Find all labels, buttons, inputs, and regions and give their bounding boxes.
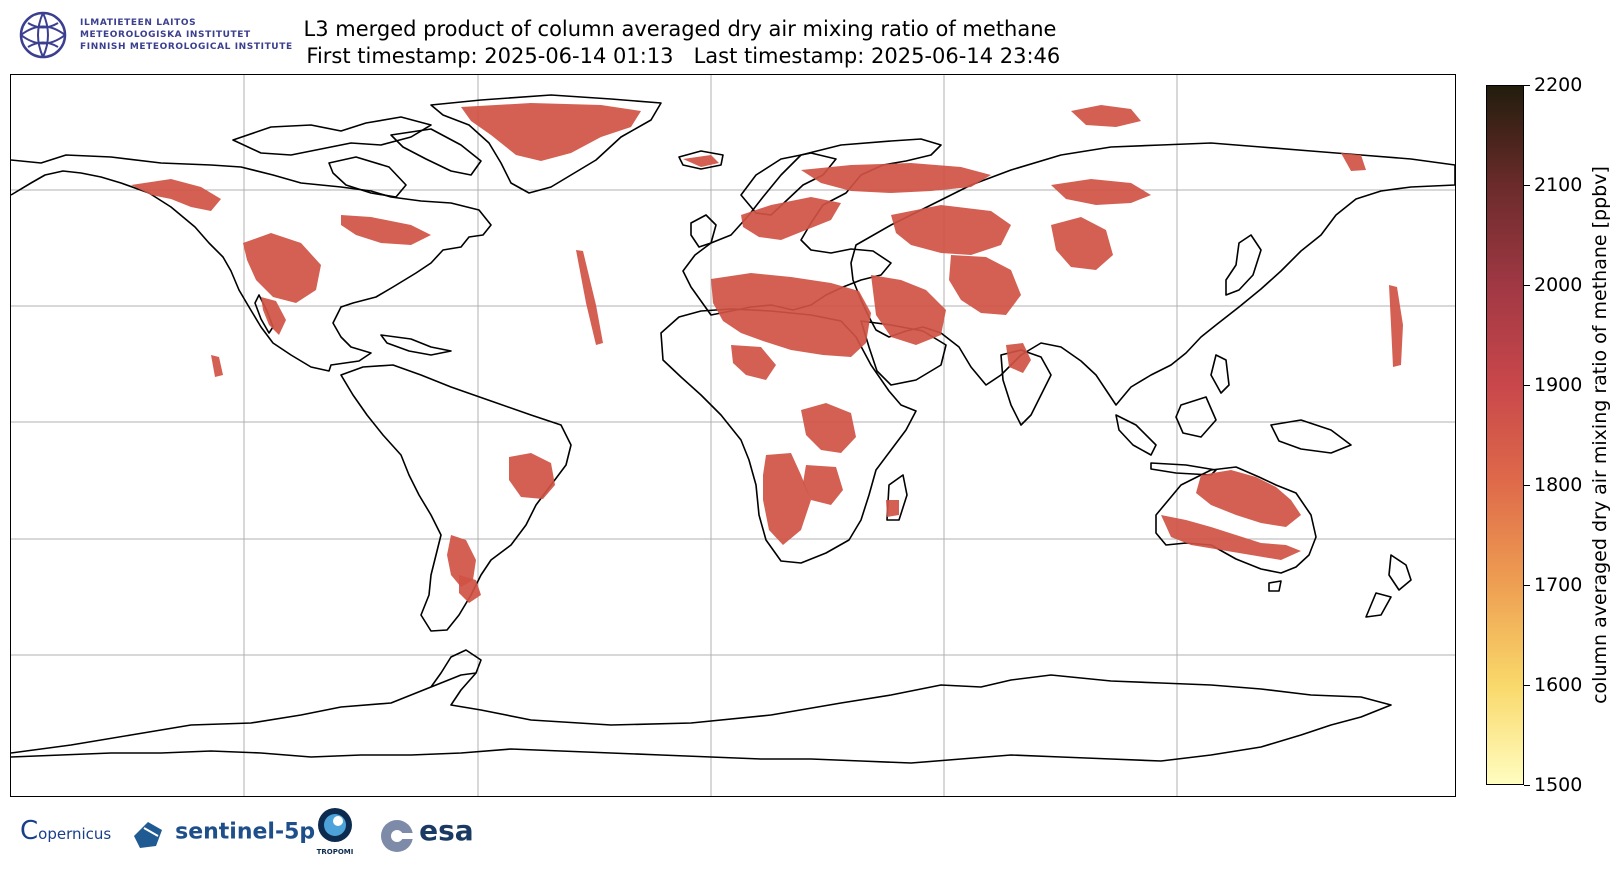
colorbar-title: column averaged dry air mixing ratio of …: [1589, 166, 1611, 704]
ch4-region-brazil: [509, 453, 555, 499]
esa-logo: esa: [380, 814, 474, 853]
ch4-region-atlantic-swath: [576, 250, 603, 345]
ch4-region-madagascar: [886, 500, 899, 517]
ch4-region-australia-south: [1161, 515, 1301, 560]
ch4-region-russia: [801, 163, 991, 193]
colorbar: [1486, 85, 1524, 785]
world-map: [11, 75, 1455, 796]
methane-data-layer: [131, 103, 1403, 603]
coast-antarctica: [11, 672, 1392, 764]
coast-philippines: [1210, 354, 1230, 394]
tropomi-eye-icon: [318, 808, 352, 842]
colorbar-tick-label: 2000: [1534, 274, 1583, 296]
colorbar-tick-label: 2200: [1534, 74, 1583, 96]
esa-emblem-icon: [381, 819, 413, 852]
ch4-region-hawaii-swath: [211, 355, 223, 377]
coastlines: [11, 94, 1455, 764]
ch4-region-siberia: [1051, 179, 1151, 205]
ch4-region-mexico: [261, 297, 286, 335]
coast-borneo: [1175, 396, 1217, 438]
coast-new-guinea: [1270, 419, 1352, 454]
footer-logos: Copernicus sentinel-5p TROPOMI esa: [20, 806, 500, 866]
colorbar-tick-mark: [1524, 585, 1530, 586]
fmi-name-en: FINNISH METEOROLOGICAL INSTITUTE: [80, 42, 293, 52]
ch4-region-chukotka: [1341, 153, 1366, 171]
ch4-region-argentina: [447, 535, 476, 587]
colorbar-tick-label: 1700: [1534, 574, 1583, 596]
colorbar-tick-mark: [1524, 785, 1530, 786]
ch4-region-arctic-east: [1071, 105, 1141, 127]
colorbar-tick-label: 1800: [1534, 474, 1583, 496]
fmi-logo: ILMATIETEEN LAITOS METEOROLOGISKA INSTIT…: [18, 8, 298, 64]
page-title: L3 merged product of column averaged dry…: [303, 17, 1057, 41]
coast-uk: [690, 214, 717, 248]
tropomi-logo: TROPOMI: [315, 806, 355, 856]
copernicus-logo-text: opernicus: [38, 825, 112, 843]
coast-hudson: [328, 156, 407, 198]
coast-new-zealand: [1365, 554, 1412, 618]
ch4-region-canada: [131, 179, 221, 211]
ch4-region-iceland: [683, 155, 719, 167]
esa-logo-text: esa: [419, 814, 474, 847]
copernicus-c-icon: C: [20, 816, 39, 846]
map-frame: [10, 74, 1456, 797]
fmi-name-sv: METEOROLOGISKA INSTITUTET: [80, 30, 251, 40]
ch4-region-us-west: [243, 233, 321, 303]
title-block: L3 merged product of column averaged dry…: [290, 16, 1070, 70]
colorbar-tick-mark: [1524, 385, 1530, 386]
page-subtitle: First timestamp: 2025-06-14 01:13 Last t…: [299, 44, 1061, 68]
ch4-region-south-africa: [763, 453, 811, 545]
colorbar-tick-label: 1500: [1534, 774, 1583, 796]
coast-arctic-islands: [232, 116, 432, 156]
coast-baffin: [390, 128, 482, 176]
ch4-region-india: [1006, 343, 1031, 373]
colorbar-tick-mark: [1524, 485, 1530, 486]
sentinel-logo: sentinel-5p: [132, 816, 315, 852]
ch4-region-sahel: [731, 345, 776, 380]
copernicus-logo: Copernicus: [20, 816, 111, 846]
ch4-region-australia-north: [1196, 470, 1301, 527]
ch4-region-canada-east: [341, 215, 431, 245]
colorbar-tick-label: 1900: [1534, 374, 1583, 396]
ch4-region-greenland: [461, 103, 641, 161]
colorbar-tick-mark: [1524, 185, 1530, 186]
colorbar-tick-mark: [1524, 685, 1530, 686]
ch4-region-arabia: [871, 275, 946, 345]
sentinel-satellite-icon: [134, 822, 162, 848]
ch4-region-patagonia: [459, 575, 481, 603]
colorbar-tick-label: 2100: [1534, 174, 1583, 196]
coast-antarctic-peninsula: [430, 649, 482, 688]
coast-sumatra: [1115, 414, 1157, 456]
coast-india: [1000, 349, 1052, 426]
ch4-region-mongolia: [1051, 217, 1113, 270]
colorbar-tick-label: 1600: [1534, 674, 1583, 696]
fmi-globe-icon: [19, 11, 67, 59]
colorbar-tick-mark: [1524, 85, 1530, 86]
ch4-region-sahara: [711, 273, 871, 357]
coast-caribbean: [380, 334, 452, 356]
ch4-region-iran: [949, 255, 1021, 315]
sentinel-logo-text: sentinel-5p: [175, 819, 316, 845]
ch4-region-central-asia: [891, 205, 1011, 255]
ch4-region-europe: [741, 197, 841, 240]
coast-tasmania: [1268, 580, 1282, 592]
coast-japan: [1225, 234, 1262, 296]
ch4-region-east-africa: [801, 403, 856, 453]
coast-greenland: [430, 94, 662, 194]
fmi-name-fi: ILMATIETEEN LAITOS: [80, 18, 197, 28]
ch4-region-angola: [803, 465, 843, 505]
colorbar-tick-mark: [1524, 285, 1530, 286]
ch4-region-pacific-swath: [1389, 285, 1403, 367]
coast-north-america: [11, 154, 492, 372]
coast-iceland: [678, 150, 724, 170]
tropomi-logo-text: TROPOMI: [316, 848, 354, 856]
